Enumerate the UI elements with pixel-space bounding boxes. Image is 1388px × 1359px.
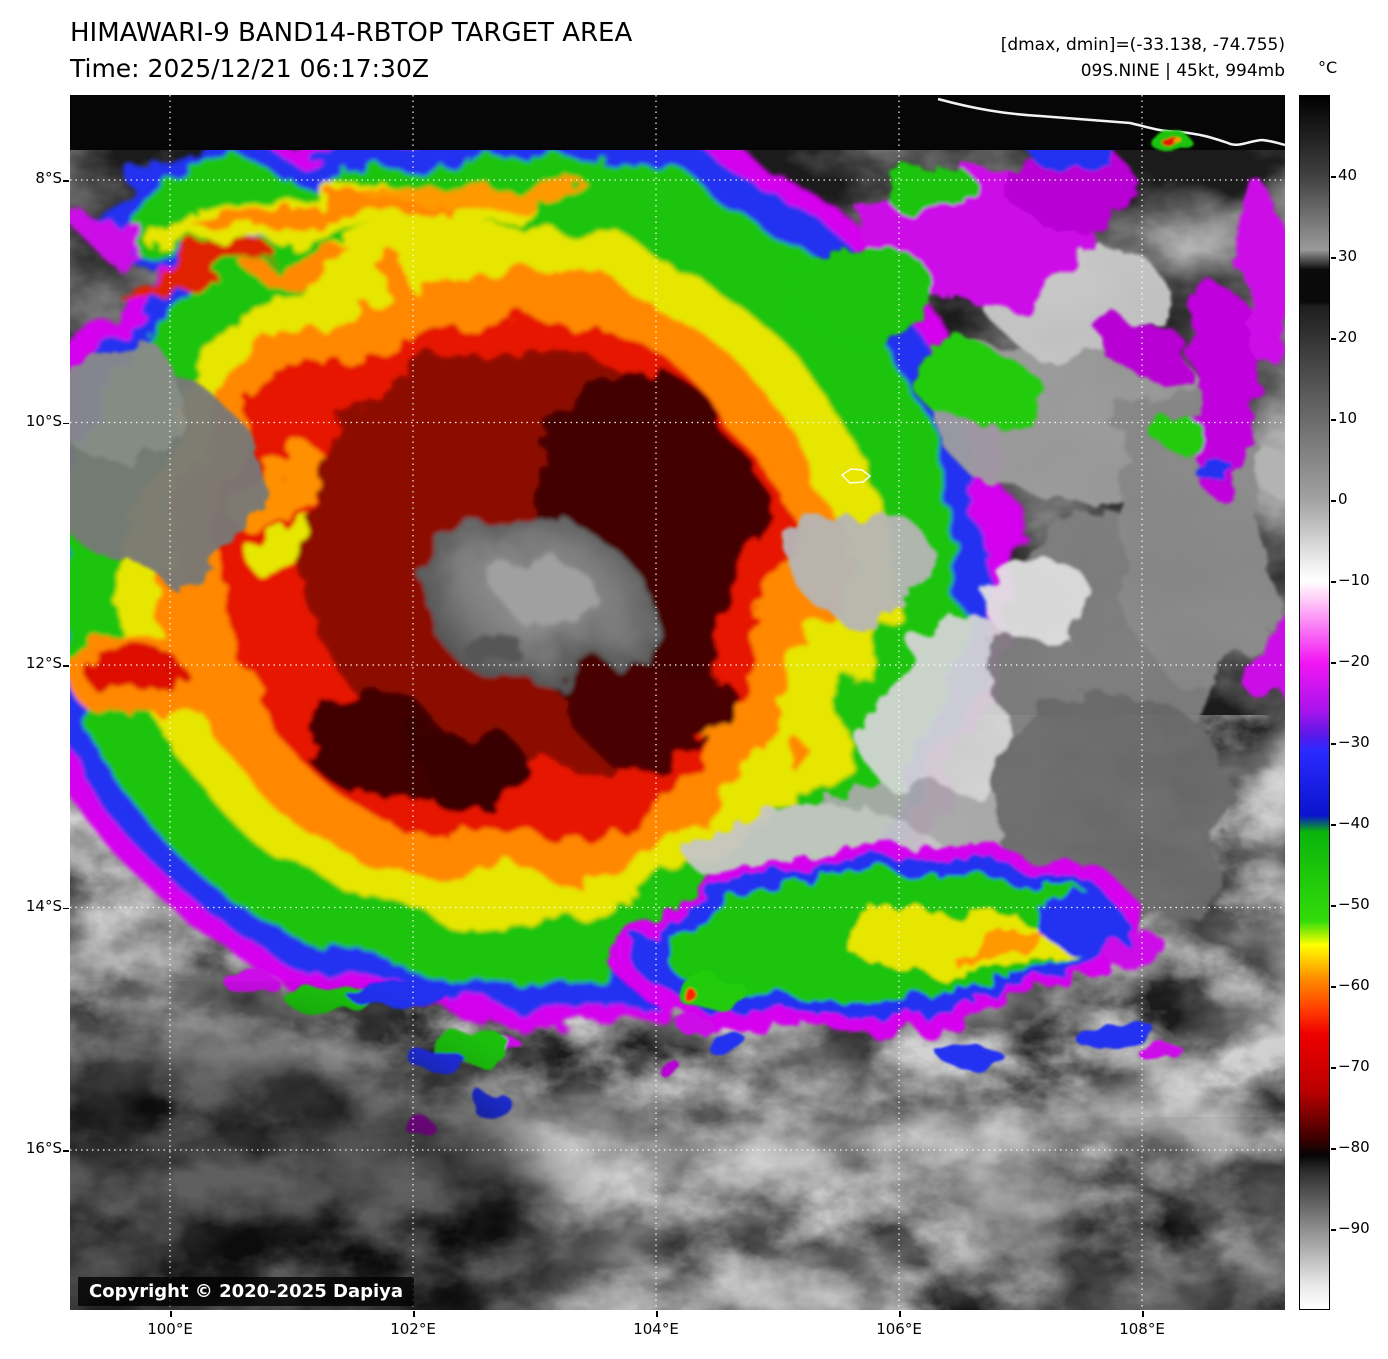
colorbar-unit-label: °C xyxy=(1318,58,1338,77)
southeast-band xyxy=(612,842,1170,1032)
colorbar-tick-label: 0 xyxy=(1338,490,1348,508)
colorbar-tick-mark xyxy=(1331,743,1336,745)
colorbar-tick-mark xyxy=(1331,500,1336,502)
colorbar-gradient xyxy=(1300,96,1329,1309)
timestamp-label: Time: 2025/12/21 06:17:30Z xyxy=(70,54,429,83)
dark-vignette xyxy=(70,1025,1285,1310)
lon-tick-label: 100°E xyxy=(147,1320,193,1338)
lon-tick-label: 108°E xyxy=(1119,1320,1165,1338)
colorbar-tick-label: 10 xyxy=(1338,409,1358,427)
cyclone-core xyxy=(70,95,1012,1031)
colorbar-tick-label: −20 xyxy=(1338,652,1370,670)
lat-tick-mark xyxy=(63,665,69,667)
gray-cloud-patches xyxy=(70,235,1272,925)
dmax-dmin-label: [dmax, dmin]=(-33.138, -74.755) xyxy=(1000,35,1285,55)
colorbar-tick-mark xyxy=(1331,662,1336,664)
lat-tick-mark xyxy=(63,1150,69,1152)
colorbar xyxy=(1299,95,1330,1310)
lon-tick-mark xyxy=(899,1311,901,1317)
colorbar-tick-label: 20 xyxy=(1338,328,1358,346)
colorbar-tick-label: −90 xyxy=(1338,1219,1370,1237)
lon-tick-mark xyxy=(1142,1311,1144,1317)
colorbar-tick-label: −30 xyxy=(1338,733,1370,751)
southern-specks xyxy=(224,972,1184,1137)
colorbar-tick-label: −80 xyxy=(1338,1138,1370,1156)
colorbar-tick-label: −70 xyxy=(1338,1057,1370,1075)
colorbar-tick-mark xyxy=(1331,1067,1336,1069)
lon-tick-label: 104°E xyxy=(633,1320,679,1338)
lat-tick-label: 12°S xyxy=(25,654,62,672)
coastal-convection-spot xyxy=(1150,130,1190,152)
lat-tick-label: 8°S xyxy=(35,169,62,187)
lat-tick-label: 14°S xyxy=(25,896,62,915)
colorbar-tick-mark xyxy=(1331,905,1336,907)
northeast-fragments xyxy=(791,129,1285,715)
lon-tick-label: 106°E xyxy=(876,1320,922,1338)
lat-tick-label: 16°S xyxy=(25,1139,62,1157)
colorbar-tick-mark xyxy=(1331,581,1336,583)
lat-tick-mark xyxy=(63,907,69,909)
colorbar-tick-mark xyxy=(1331,419,1336,421)
lat-tick-mark xyxy=(63,180,69,182)
colorbar-tick-mark xyxy=(1331,1229,1336,1231)
north-dark-strip xyxy=(70,95,1285,150)
island-outline xyxy=(840,468,872,484)
lon-tick-mark xyxy=(170,1311,172,1317)
map-canvas: Copyright © 2020-2025 Dapiya xyxy=(70,95,1285,1310)
colorbar-tick-label: −60 xyxy=(1338,976,1370,994)
graticule xyxy=(70,95,1285,1310)
lat-tick-label: 10°S xyxy=(25,411,62,430)
colorbar-tick-mark xyxy=(1331,338,1336,340)
colorbar-tick-label: −40 xyxy=(1338,814,1370,832)
lon-tick-mark xyxy=(656,1311,658,1317)
lon-tick-label: 102°E xyxy=(390,1320,436,1338)
colorbar-tick-mark xyxy=(1331,1148,1336,1150)
colorbar-tick-label: −50 xyxy=(1338,895,1370,913)
header-right-block: [dmax, dmin]=(-33.138, -74.755) 09S.NINE… xyxy=(1001,32,1285,84)
colorbar-tick-mark xyxy=(1331,986,1336,988)
copyright-badge: Copyright © 2020-2025 Dapiya xyxy=(78,1277,415,1306)
colorbar-tick-label: −10 xyxy=(1338,571,1370,589)
colorbar-tick-mark xyxy=(1331,176,1336,178)
colorbar-tick-mark xyxy=(1331,257,1336,259)
lat-tick-mark xyxy=(63,422,69,424)
page-title: HIMAWARI-9 BAND14-RBTOP TARGET AREA xyxy=(70,18,633,48)
colorbar-tick-mark xyxy=(1331,824,1336,826)
colorbar-tick-label: 30 xyxy=(1338,247,1358,265)
satellite-composite-image xyxy=(70,95,1285,1310)
storm-info-label: 09S.NINE | 45kt, 994mb xyxy=(1080,61,1285,81)
colorbar-tick-label: 40 xyxy=(1338,166,1358,184)
lon-tick-mark xyxy=(413,1311,415,1317)
